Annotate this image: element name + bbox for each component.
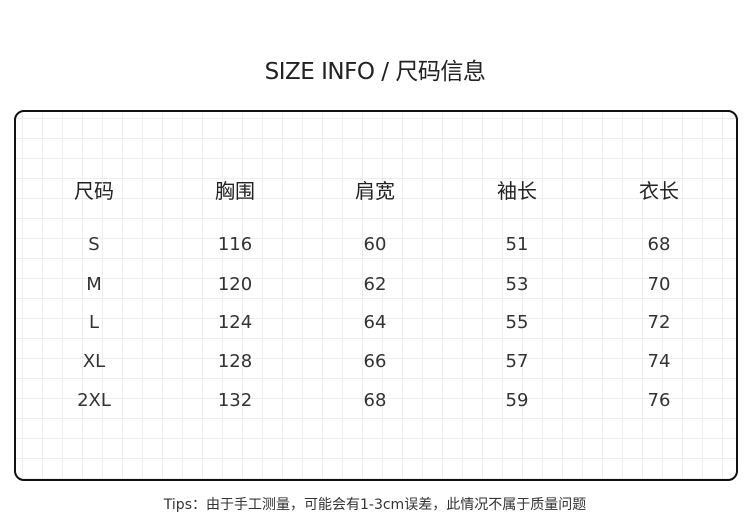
table-cell: 128 bbox=[217, 351, 253, 372]
column-header: 胸围 bbox=[215, 179, 255, 203]
column-header: 尺码 bbox=[74, 179, 114, 203]
table-cell: 51 bbox=[505, 234, 529, 255]
table-cell: L bbox=[88, 312, 100, 333]
table-cell: 132 bbox=[217, 390, 253, 411]
table-cell: 74 bbox=[647, 351, 671, 372]
table-cell: 124 bbox=[217, 312, 253, 333]
column-header: 衣长 bbox=[639, 179, 679, 203]
table-cell: XL bbox=[82, 351, 106, 372]
table-cell: 62 bbox=[363, 274, 387, 295]
table-cell: 70 bbox=[647, 274, 671, 295]
table-cell: 57 bbox=[505, 351, 529, 372]
table-cell: S bbox=[88, 234, 100, 255]
column-header: 袖长 bbox=[497, 179, 537, 203]
table-cell: 59 bbox=[505, 390, 529, 411]
table-cell: 64 bbox=[363, 312, 387, 333]
table-cell: 60 bbox=[363, 234, 387, 255]
page-title: SIZE INFO / 尺码信息 bbox=[264, 59, 486, 85]
tips-note: Tips：由于手工测量，可能会有1-3cm误差，此情况不属于质量问题 bbox=[163, 497, 587, 513]
size-table: 尺码 胸围 肩宽 袖长 衣长 S 116 60 51 68 M 120 62 53 70 L 124 64 55 72… bbox=[14, 110, 738, 481]
table-cell: M bbox=[86, 274, 102, 295]
table-cell: 120 bbox=[217, 274, 253, 295]
table-cell: 72 bbox=[647, 312, 671, 333]
table-cell: 53 bbox=[505, 274, 529, 295]
table-cell: 55 bbox=[505, 312, 529, 333]
column-header: 肩宽 bbox=[355, 179, 395, 203]
table-cell: 68 bbox=[363, 390, 387, 411]
table-cell: 68 bbox=[647, 234, 671, 255]
table-cell: 66 bbox=[363, 351, 387, 372]
table-cell: 2XL bbox=[77, 390, 111, 411]
table-cell: 116 bbox=[217, 234, 253, 255]
table-cell: 76 bbox=[647, 390, 671, 411]
